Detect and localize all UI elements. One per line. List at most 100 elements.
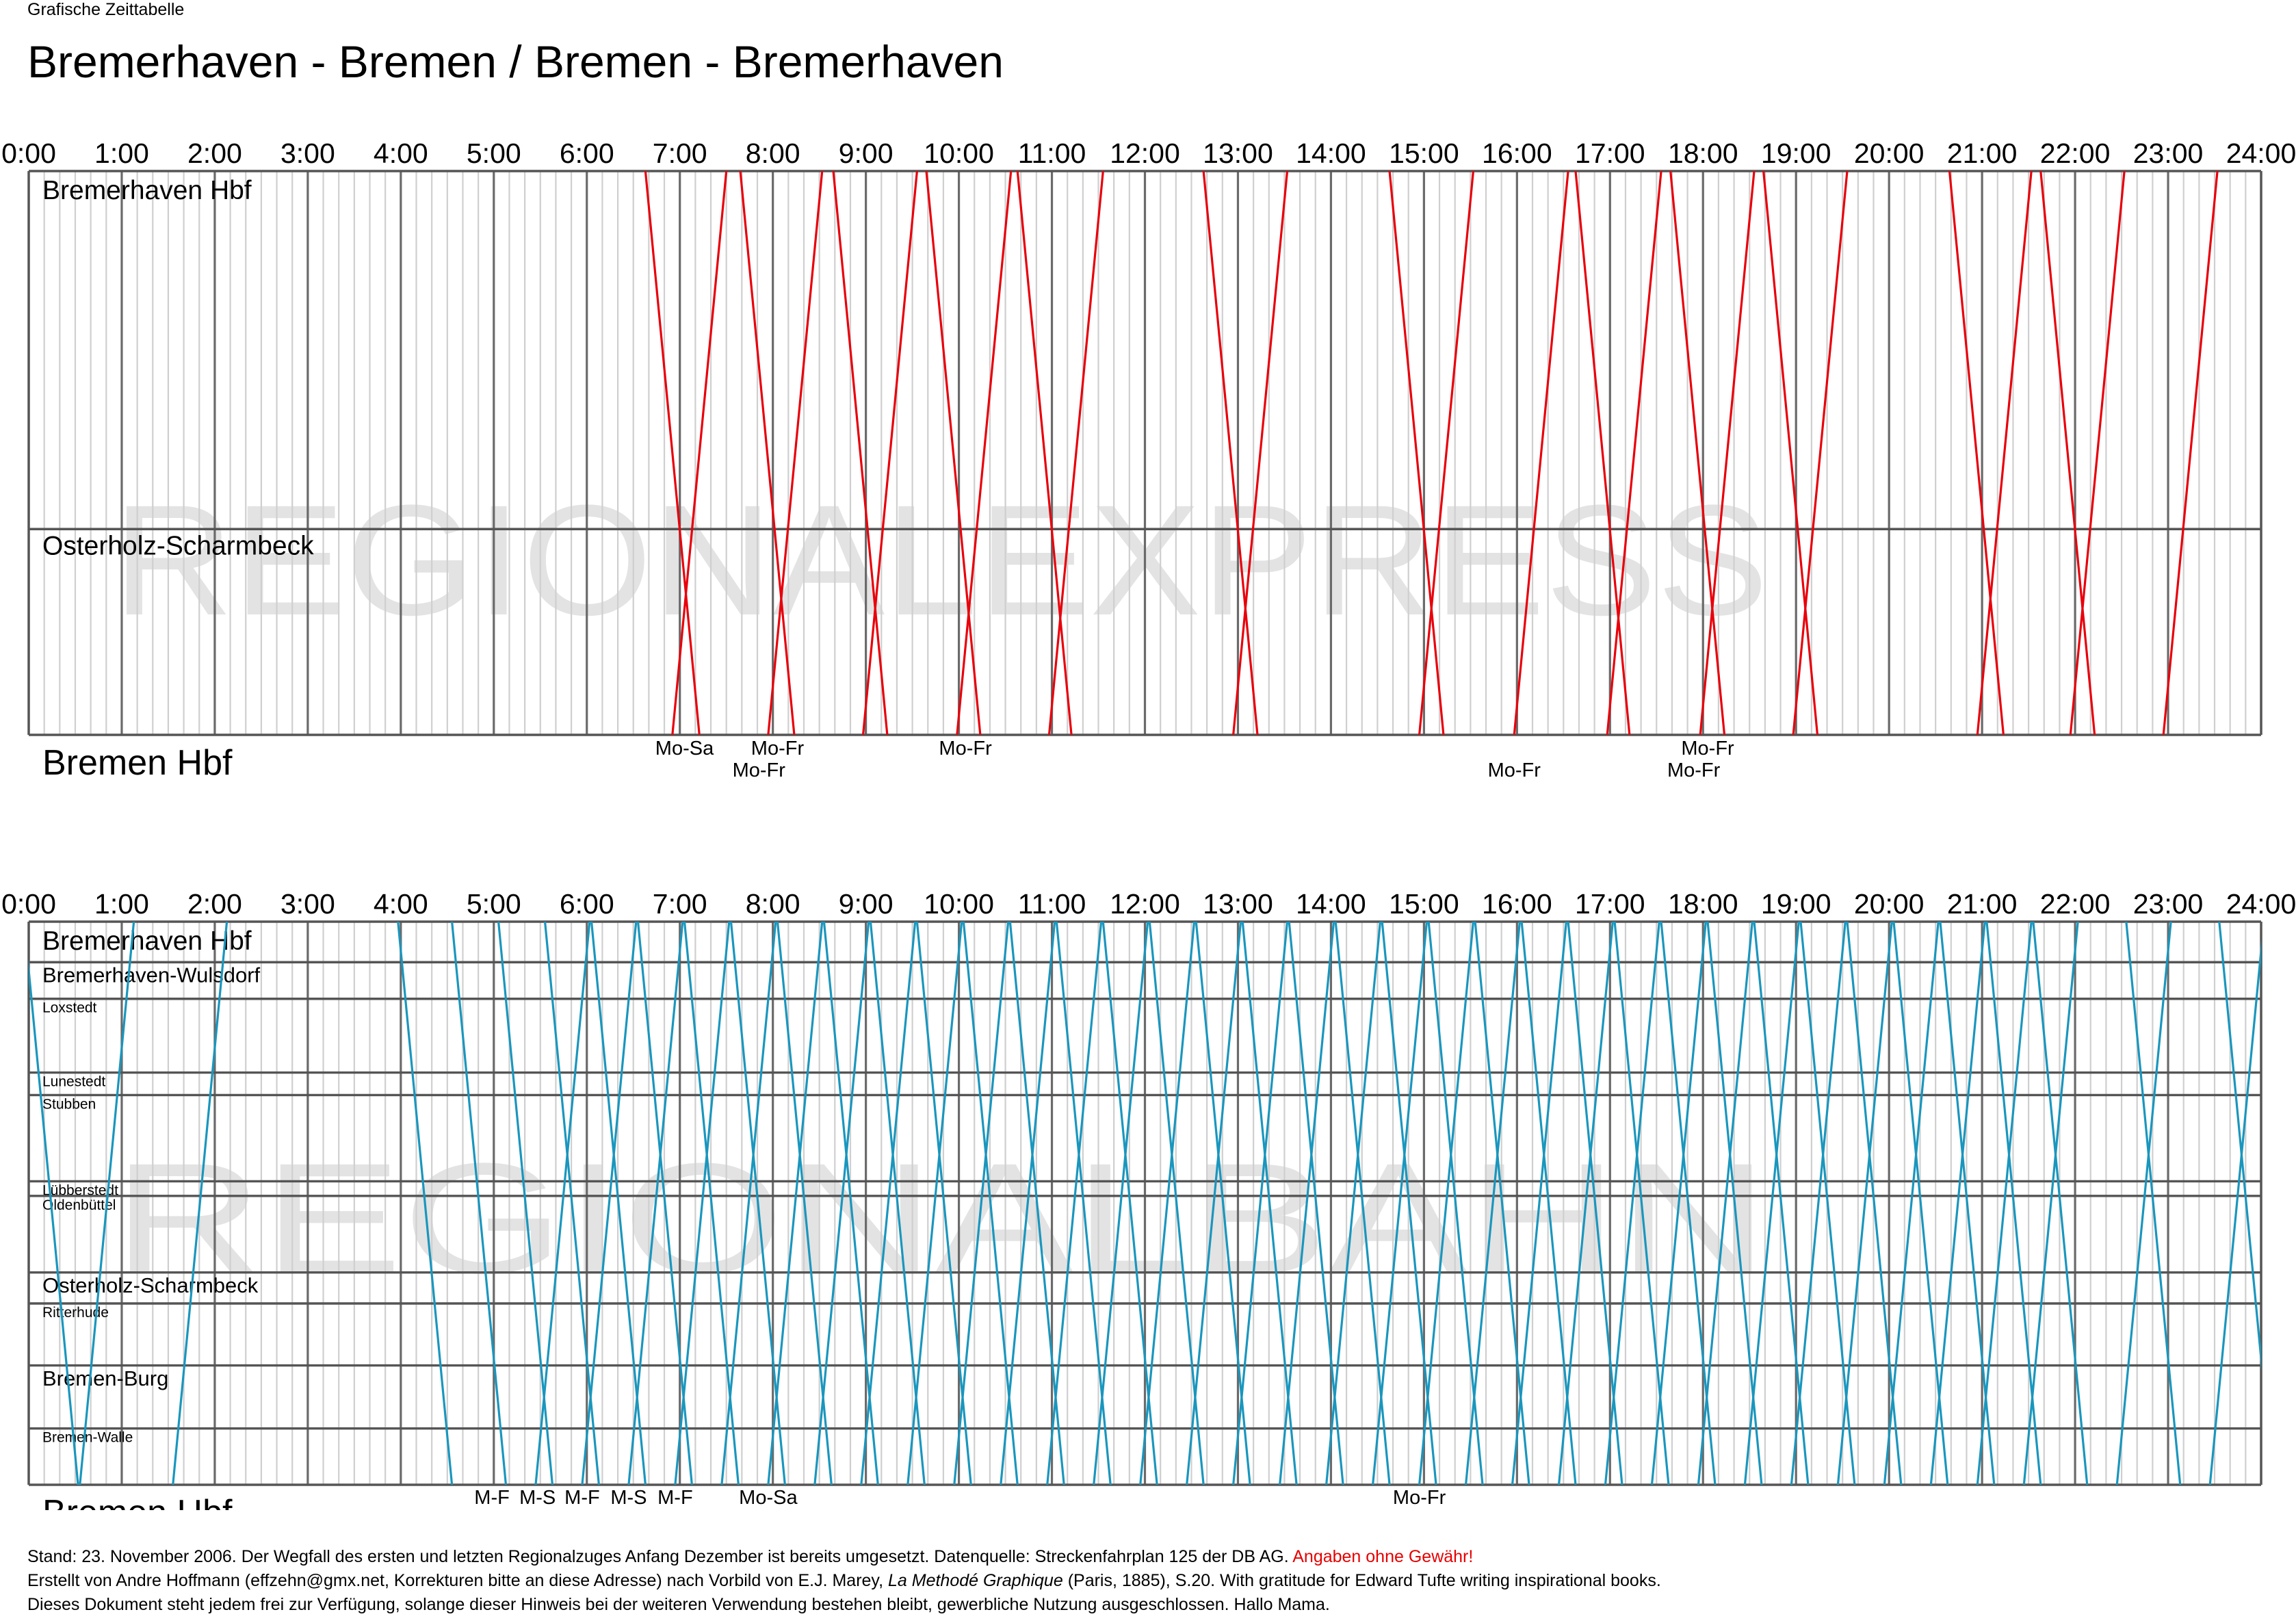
train-path-northbound [1976,171,2033,735]
train-path-southbound [1985,922,2042,1485]
train-path-southbound [1706,922,1763,1485]
train-path-southbound [739,171,796,735]
train-path-northbound [860,922,917,1485]
train-path-northbound [956,171,1013,735]
train-path-northbound [1976,922,2033,1485]
station-label: Osterholz-Scharmbeck [42,1273,259,1297]
supertitle: Grafische Zeittabelle [27,0,185,19]
train-path-southbound [683,922,740,1485]
x-tick-label: 24:00 [2226,888,2296,920]
train-path-southbound [925,171,982,735]
train-path-northbound [813,922,870,1485]
train-path-southbound [962,922,1019,1485]
train-path-southbound [1762,171,1819,735]
x-tick-label: 5:00 [467,888,521,920]
x-tick-label: 12:00 [1110,138,1180,169]
station-label: Bremen Hbf [42,1493,233,1510]
train-path-southbound [822,922,879,1485]
train-lines [644,171,2219,735]
footer: Stand: 23. November 2006. Der Wegfall de… [27,1545,1661,1617]
x-tick-label: 1:00 [94,888,149,920]
train-path-northbound [1418,922,1475,1485]
x-tick-label: 9:00 [839,138,893,169]
train-path-northbound [2115,922,2172,1485]
regionalbahn-chart: 0:00 1:00 2:00 3:00 4:00 5:00 6:00 7:00 8:00 9:00… [1,888,2296,1510]
x-tick-label: 20:00 [1854,888,1925,920]
station-label: Bremen Hbf [42,743,233,783]
train-path-northbound [172,922,229,1485]
train-path-southbound [1288,922,1344,1485]
train-path-northbound [2069,171,2126,735]
train-path-northbound [1513,171,1569,735]
station-label: Lunestedt [42,1074,105,1090]
train-path-northbound [1557,922,1614,1485]
station-label: Lübberstedt [42,1182,118,1198]
page-title: Bremerhaven - Bremen / Bremen - Bremerha… [27,36,1004,87]
train-path-northbound [79,922,135,1485]
x-tick-label: 4:00 [374,138,428,169]
x-tick-label: 4:00 [374,888,428,920]
x-tick-label: 18:00 [1668,888,1738,920]
train-path-southbound [1334,922,1391,1485]
day-annotation: Mo-Sa [655,738,714,759]
x-tick-label: 21:00 [1947,138,2018,169]
train-path-northbound [627,922,684,1485]
train-path-southbound [1613,922,1670,1485]
train-path-southbound [1101,922,1158,1485]
footer-source: Stand: 23. November 2006. Der Wegfall de… [27,1547,1289,1566]
x-tick-label: 13:00 [1203,138,1273,169]
x-tick-label: 7:00 [653,888,707,920]
train-path-southbound [1016,171,1073,735]
train-path-northbound [1325,922,1382,1485]
train-path-northbound [1464,922,1522,1485]
train-path-northbound [671,171,728,735]
day-annotation: Mo-Fr [1393,1487,1446,1509]
station-label: Oldenbüttel [42,1197,116,1213]
train-path-southbound [644,171,701,735]
x-tick-label: 24:00 [2226,138,2296,169]
regionalexpress-chart: 0:00 1:00 2:00 3:00 4:00 5:00 6:00 7:00 8:00 9:00… [1,138,2296,783]
train-path-southbound [543,922,601,1485]
day-annotation: Mo-Fr [1488,759,1541,781]
x-tick-label: 3:00 [281,888,335,920]
x-tick-label: 3:00 [281,138,335,169]
x-tick-label: 15:00 [1389,138,1459,169]
x-tick-label: 11:00 [1018,138,1086,169]
train-path-southbound [1008,922,1065,1485]
x-tick-label: 9:00 [839,888,893,920]
train-path-southbound [1388,171,1445,735]
train-path-southbound [1520,922,1577,1485]
day-annotation: M-F [657,1487,693,1509]
x-tick-label: 19:00 [1761,138,1831,169]
train-path-northbound [534,922,591,1485]
train-path-southbound [1753,922,1810,1485]
day-annotation: Mo-Fr [1681,738,1734,759]
x-tick-label: 22:00 [2040,888,2111,920]
x-tick-label: 7:00 [653,138,707,169]
day-annotation: M-F [564,1487,600,1509]
train-path-southbound [590,922,647,1485]
station-label: Bremerhaven-Wulsdorf [42,963,261,987]
x-tick-label: 13:00 [1203,888,1273,920]
station-label: Bremen-Walle [42,1430,133,1446]
train-path-southbound [869,922,926,1485]
x-tick-label: 2:00 [187,138,242,169]
footer-license: Dieses Dokument steht jedem frei zur Ver… [27,1595,1330,1614]
train-path-northbound [767,922,824,1485]
x-tick-label: 16:00 [1482,138,1552,169]
train-path-southbound [1669,171,1726,735]
train-path-southbound [1948,171,2005,735]
day-annotation: M-S [610,1487,647,1509]
x-tick-label: 20:00 [1854,138,1925,169]
x-tick-label: 19:00 [1761,888,1831,920]
train-path-northbound [674,922,731,1485]
x-tick-label: 15:00 [1389,888,1459,920]
train-path-northbound [1790,922,1847,1485]
station-label: Bremerhaven Hbf [42,926,252,956]
train-path-southbound [1799,922,1856,1485]
train-path-southbound [1241,922,1298,1485]
train-lines [29,922,2261,1485]
train-path-northbound [1699,171,1756,735]
train-path-northbound [1047,171,1104,735]
x-tick-label: 14:00 [1296,888,1366,920]
